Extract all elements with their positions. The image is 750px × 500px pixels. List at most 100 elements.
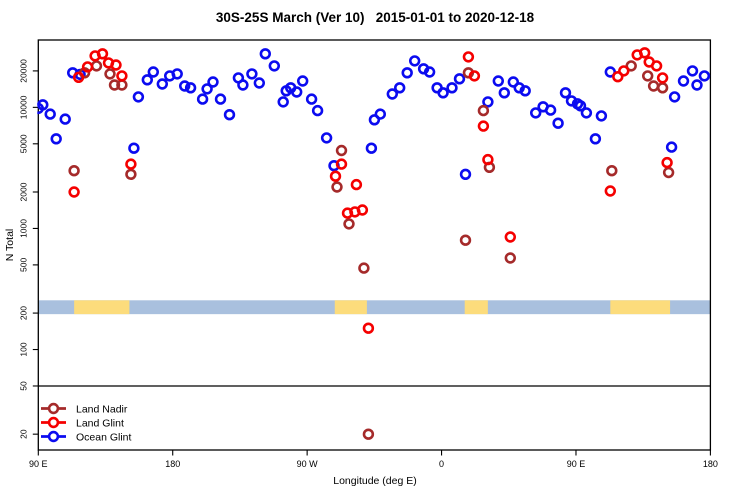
data-point-ocean_glint — [37, 99, 49, 111]
data-point-ocean_glint — [677, 75, 690, 87]
data-point-land_glint — [468, 70, 481, 82]
data-point-ocean_glint — [171, 68, 183, 80]
data-point-ocean_glint — [459, 168, 472, 181]
data-point-land_nadir — [358, 262, 370, 274]
data-point-ocean_glint — [179, 80, 191, 92]
data-point-ocean_glint — [305, 93, 318, 105]
data-point-land_glint — [96, 48, 109, 60]
data-point-ocean_glint — [374, 108, 386, 120]
y-tick-label: 50 — [18, 381, 28, 391]
data-point-ocean_glint — [498, 87, 510, 99]
data-point-ocean_glint — [365, 142, 378, 154]
x-tick-label: 90 W — [297, 459, 319, 469]
data-point-land_nadir — [90, 60, 103, 72]
series-ocean_glint — [37, 48, 711, 181]
data-point-land_glint — [504, 231, 516, 243]
data-point-land_glint — [656, 72, 669, 84]
data-point-ocean_glint — [409, 55, 421, 67]
data-point-land_glint — [362, 322, 375, 334]
data-point-land_glint — [68, 186, 80, 198]
data-point-land_nadir — [641, 70, 654, 82]
data-point-land_glint — [329, 170, 342, 182]
data-point-ocean_glint — [207, 76, 219, 88]
data-point-ocean_glint — [128, 142, 140, 154]
data-point-land_glint — [477, 120, 490, 132]
data-point-ocean_glint — [268, 60, 280, 72]
data-point-ocean_glint — [223, 108, 236, 121]
legend-marker-circle — [47, 402, 60, 415]
data-point-ocean_glint — [492, 75, 504, 87]
land-band-segment — [74, 300, 130, 315]
data-point-land_glint — [618, 65, 630, 77]
data-point-ocean_glint — [686, 65, 699, 77]
data-point-ocean_glint — [147, 66, 160, 78]
data-point-ocean_glint — [668, 91, 681, 103]
x-tick-label: 90 E — [567, 459, 586, 469]
y-tick-label: 500 — [18, 258, 28, 272]
data-point-ocean_glint — [184, 82, 197, 94]
data-point-ocean_glint — [529, 107, 542, 119]
data-point-ocean_glint — [277, 96, 289, 108]
data-point-ocean_glint — [446, 82, 458, 94]
data-point-ocean_glint — [320, 132, 333, 144]
data-point-land_nadir — [104, 68, 116, 80]
data-point-land_nadir — [606, 165, 618, 177]
legend-item-label: Land Nadir — [76, 403, 128, 415]
data-point-land_glint — [462, 51, 475, 63]
data-point-land_glint — [116, 70, 128, 82]
data-point-ocean_glint — [401, 67, 413, 79]
data-point-ocean_glint — [44, 108, 56, 120]
data-point-ocean_glint — [201, 83, 213, 95]
data-point-land_glint — [125, 158, 137, 170]
data-point-ocean_glint — [132, 91, 145, 103]
data-point-ocean_glint — [698, 70, 711, 82]
data-point-ocean_glint — [50, 133, 62, 145]
data-point-ocean_glint — [552, 117, 564, 129]
legend: Land Nadir Land Glint Ocean Glint — [41, 402, 132, 443]
data-point-ocean_glint — [589, 133, 602, 145]
data-point-ocean_glint — [574, 100, 587, 112]
land-band-segment — [334, 300, 367, 315]
data-point-ocean_glint — [394, 82, 406, 94]
data-point-land_nadir — [362, 428, 375, 440]
data-point-land_nadir — [504, 252, 516, 264]
legend-item-label: Ocean Glint — [76, 431, 132, 443]
data-point-ocean_glint — [196, 93, 209, 105]
y-tick-label: 20 — [18, 429, 28, 439]
data-point-ocean_glint — [246, 68, 258, 80]
data-point-ocean_glint — [386, 88, 398, 100]
data-point-land_glint — [350, 178, 363, 191]
legend-item-label: Land Glint — [76, 417, 124, 429]
y-tick-label: 1000 — [18, 219, 28, 238]
data-point-land_glint — [482, 153, 494, 166]
data-point-land_glint — [335, 158, 348, 170]
y-tick-label: 5000 — [18, 134, 28, 153]
data-point-land_glint — [661, 156, 673, 169]
data-point-land_nadir — [331, 181, 343, 193]
data-point-ocean_glint — [368, 114, 381, 126]
data-point-land_glint — [604, 185, 616, 197]
data-point-ocean_glint — [141, 74, 154, 86]
y-tick-label: 200 — [18, 306, 28, 320]
ocean-band — [38, 300, 711, 315]
data-point-land_glint — [650, 60, 663, 72]
data-point-land_glint — [638, 47, 651, 59]
data-point-land_nadir — [625, 60, 637, 72]
x-tick-label: 0 — [439, 459, 444, 469]
x-tick-label: 90 E — [29, 459, 48, 469]
data-point-ocean_glint — [214, 93, 227, 105]
data-point-land_nadir — [477, 104, 490, 117]
data-point-ocean_glint — [595, 110, 608, 122]
data-point-land_nadir — [459, 234, 472, 246]
y-axis-title: N Total — [4, 228, 16, 262]
data-point-land_nadir — [647, 80, 660, 92]
data-point-ocean_glint — [423, 66, 436, 78]
y-tick-label: 100 — [18, 342, 28, 356]
data-point-land_nadir — [656, 82, 669, 94]
x-axis-title: Longitude (deg E) — [333, 475, 417, 487]
land-band-segment — [464, 300, 488, 315]
data-point-ocean_glint — [291, 86, 303, 98]
data-point-ocean_glint — [519, 85, 531, 97]
